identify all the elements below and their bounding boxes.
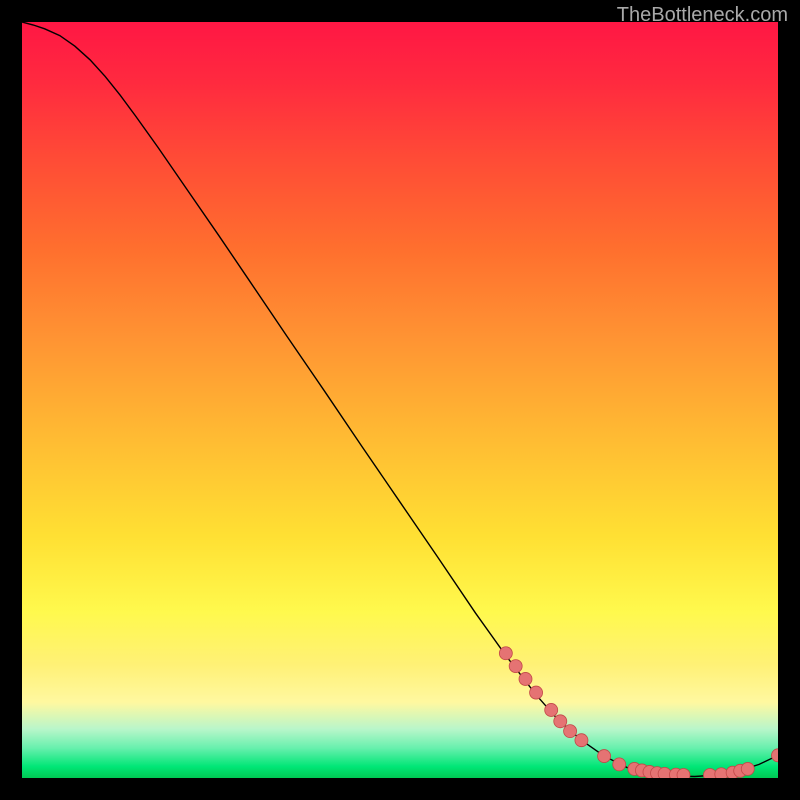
data-marker bbox=[519, 672, 532, 685]
data-marker bbox=[575, 734, 588, 747]
data-marker bbox=[741, 762, 754, 775]
bottleneck-curve bbox=[22, 22, 778, 776]
watermark-text: TheBottleneck.com bbox=[617, 4, 788, 27]
data-marker bbox=[677, 768, 690, 778]
data-marker bbox=[772, 749, 779, 762]
data-marker bbox=[554, 715, 567, 728]
curve-layer bbox=[22, 22, 778, 778]
plot-area bbox=[22, 22, 778, 778]
markers-group bbox=[499, 647, 778, 778]
data-marker bbox=[613, 758, 626, 771]
data-marker bbox=[545, 703, 558, 716]
data-marker bbox=[530, 686, 543, 699]
data-marker bbox=[564, 725, 577, 738]
data-marker bbox=[509, 660, 522, 673]
data-marker bbox=[499, 647, 512, 660]
data-marker bbox=[598, 750, 611, 763]
data-marker bbox=[658, 767, 671, 778]
